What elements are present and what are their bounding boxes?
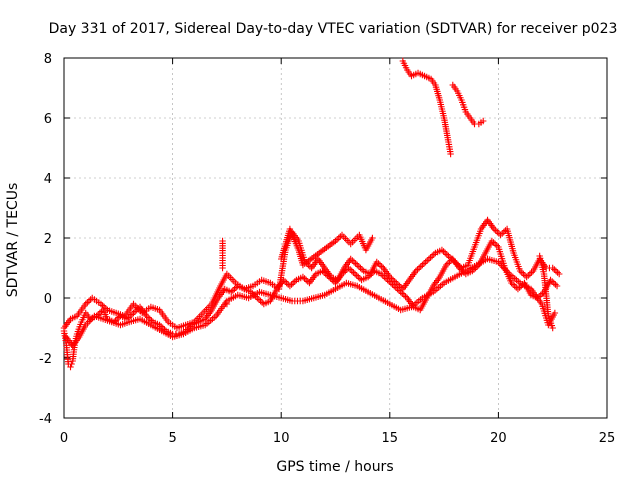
data-point [415, 264, 423, 272]
data-point [351, 270, 359, 278]
data-point [479, 117, 487, 125]
data-point [353, 272, 360, 279]
data-point [68, 360, 75, 368]
x-axis-label: GPS time / hours [276, 459, 393, 475]
data-point [511, 282, 518, 290]
data-point [422, 258, 429, 266]
data-point [376, 261, 384, 269]
data-point [333, 236, 341, 243]
data-point [286, 282, 294, 290]
data-point [494, 228, 501, 236]
data-point [499, 230, 506, 237]
y-tick-label: -4 [39, 412, 52, 427]
x-tick-label: 10 [273, 431, 290, 446]
data-point [556, 270, 563, 278]
x-tick-label: 15 [382, 431, 399, 446]
data-point [348, 267, 355, 275]
data-point [497, 231, 504, 239]
data-point [402, 293, 409, 300]
data-point [526, 270, 534, 278]
data-point [551, 309, 559, 317]
x-tick-label: 5 [168, 431, 176, 446]
data-point [417, 263, 424, 270]
data-point [99, 302, 106, 309]
x-tick-label: 25 [599, 431, 616, 446]
data-point [67, 363, 74, 371]
data-point [425, 255, 433, 263]
data-point [447, 150, 454, 158]
data-point [219, 237, 226, 245]
data-point [378, 263, 385, 270]
data-point [354, 261, 361, 269]
grid [64, 58, 607, 418]
data-point [255, 296, 263, 303]
y-tick-labels: -4 -2 0 2 4 6 8 [39, 52, 52, 427]
data-point [424, 257, 431, 264]
data-point [427, 254, 434, 261]
data-point [491, 240, 499, 248]
data-point [419, 261, 426, 269]
x-tick-label: 0 [60, 431, 68, 446]
data-point [550, 279, 557, 287]
data-point [552, 281, 559, 288]
data-point [130, 309, 137, 317]
data-point [350, 269, 357, 276]
data-point [420, 260, 428, 267]
y-axis-label: SDTVAR / TECUs [5, 183, 21, 298]
data-points [60, 57, 563, 371]
chart-title: Day 331 of 2017, Sidereal Day-to-day VTE… [49, 21, 618, 37]
data-point [514, 285, 522, 293]
data-point [414, 266, 421, 273]
y-tick-label: 6 [44, 112, 52, 127]
data-point [350, 258, 358, 266]
data-point [520, 270, 527, 278]
y-tick-label: 2 [44, 232, 52, 247]
y-tick-label: 8 [44, 52, 52, 67]
data-point [288, 281, 295, 288]
data-point [229, 287, 237, 294]
data-point [283, 279, 290, 287]
data-point [301, 275, 308, 282]
y-tick-label: -2 [39, 352, 52, 367]
data-point [357, 264, 364, 272]
data-point [289, 279, 297, 287]
data-point [335, 234, 342, 242]
y-tick-label: 0 [44, 292, 52, 307]
y-tick-label: 4 [44, 172, 52, 187]
data-point [352, 260, 359, 267]
data-point [552, 267, 560, 275]
x-tick-labels: 0 5 10 15 20 25 [60, 431, 615, 446]
data-point [500, 228, 508, 236]
data-point [553, 282, 561, 290]
data-point [223, 300, 231, 308]
data-point [549, 264, 556, 272]
data-point [400, 291, 408, 299]
data-point [551, 266, 558, 273]
data-point [346, 266, 354, 273]
data-point [369, 234, 376, 242]
data-point [96, 309, 104, 317]
data-point [443, 251, 451, 258]
data-point [355, 263, 363, 270]
data-point [440, 248, 447, 255]
data-point [554, 269, 561, 276]
data-point [144, 314, 152, 321]
data-point [523, 273, 530, 281]
data-point [428, 252, 436, 260]
data-point [85, 297, 93, 305]
data-point [525, 272, 532, 279]
axis-ticks [63, 57, 608, 419]
data-point [549, 324, 556, 332]
x-tick-label: 20 [490, 431, 507, 446]
data-point [492, 227, 499, 234]
data-point [84, 299, 91, 306]
